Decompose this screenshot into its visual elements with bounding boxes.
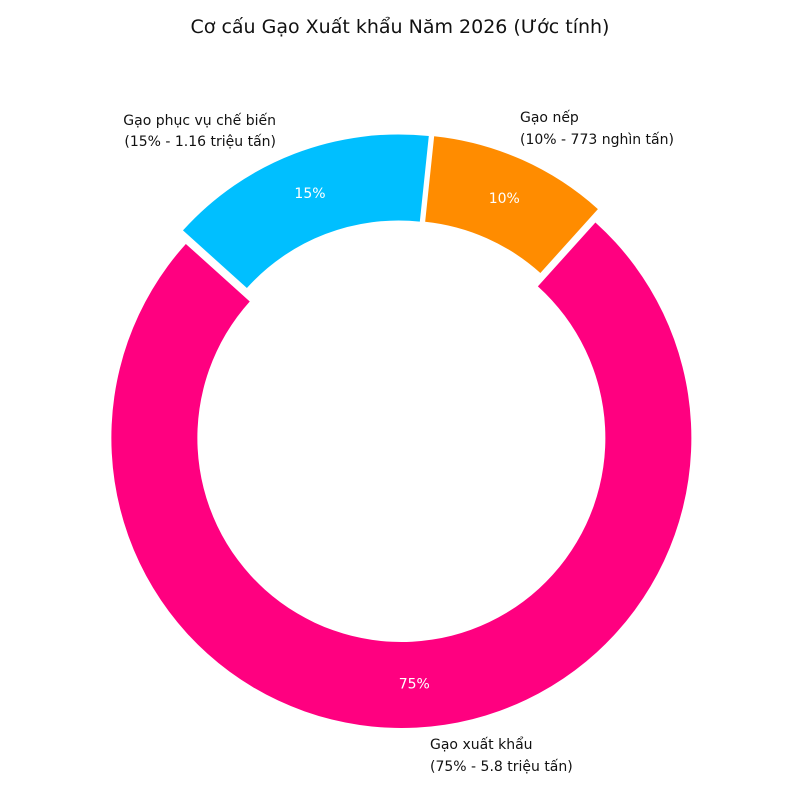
- outer-label-export-detail: (75% - 5.8 triệu tấn): [430, 759, 573, 775]
- outer-label-processing: Gạo phục vụ chế biến (15% - 1.16 triệu t…: [123, 112, 276, 150]
- slice-processing[interactable]: [182, 134, 429, 288]
- outer-label-sticky-detail: (10% - 773 nghìn tấn): [520, 132, 674, 148]
- outer-label-sticky-name: Gạo nếp: [520, 109, 579, 126]
- chart-title: Cơ cấu Gạo Xuất khẩu Năm 2026 (Ước tính): [191, 16, 610, 38]
- outer-label-processing-name: Gạo phục vụ chế biến: [123, 112, 276, 129]
- outer-label-export-name: Gạo xuất khẩu: [430, 736, 533, 753]
- outer-label-processing-detail: (15% - 1.16 triệu tấn): [124, 134, 276, 150]
- outer-label-sticky: Gạo nếp (10% - 773 nghìn tấn): [520, 109, 674, 148]
- donut-slices: [111, 134, 692, 728]
- percent-labels: 75% 15% 10%: [294, 186, 519, 693]
- pct-label-sticky: 10%: [489, 191, 520, 207]
- slice-sticky[interactable]: [425, 136, 598, 274]
- slice-export[interactable]: [111, 222, 692, 728]
- pct-label-processing: 15%: [294, 186, 325, 202]
- outer-label-export: Gạo xuất khẩu (75% - 5.8 triệu tấn): [430, 736, 573, 775]
- pct-label-export: 75%: [399, 677, 430, 693]
